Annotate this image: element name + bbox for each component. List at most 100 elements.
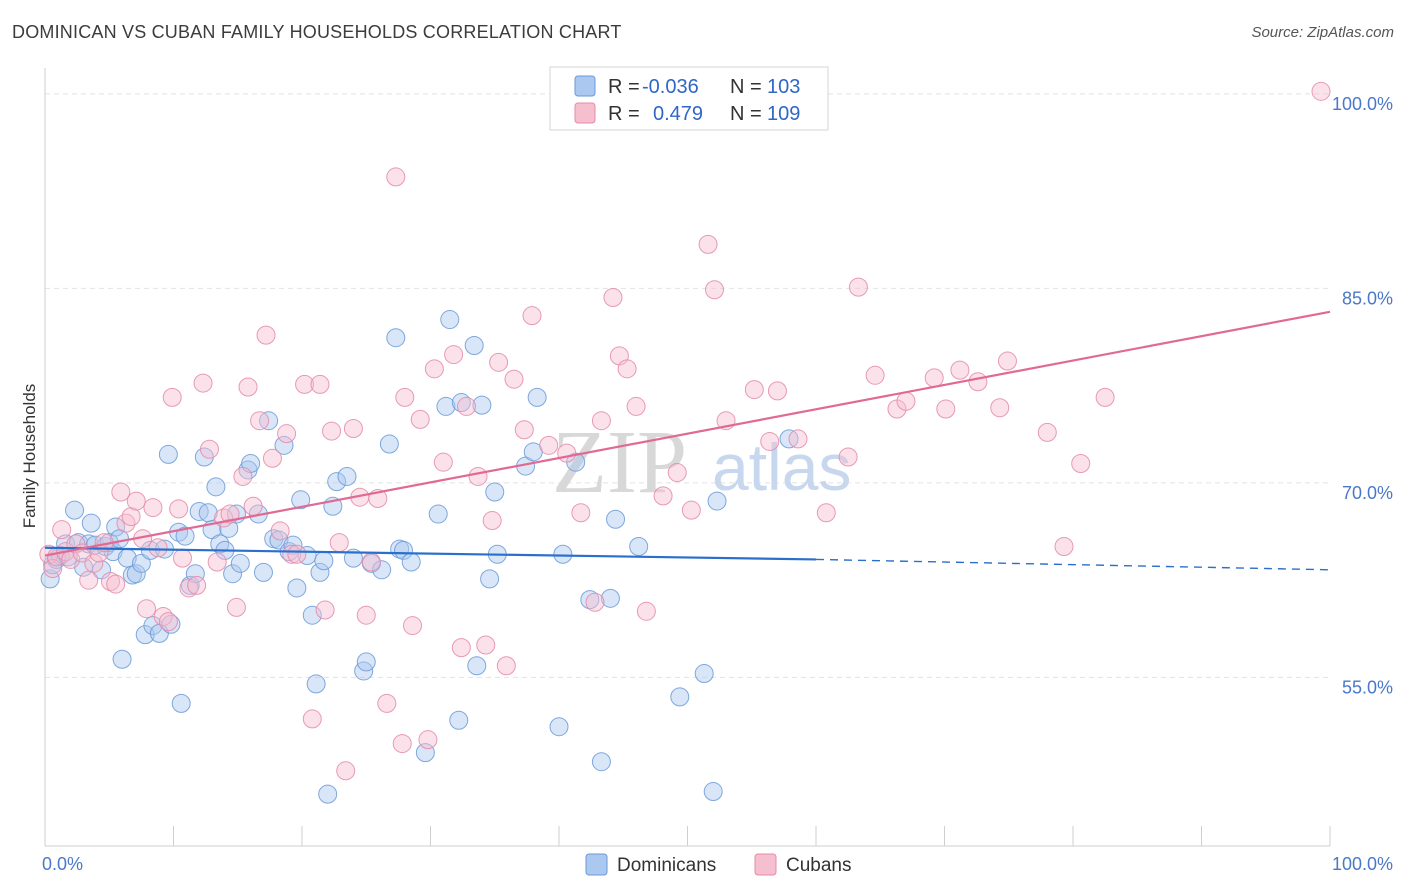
cubans-point-31 [207, 552, 227, 572]
dominicans-point-98 [606, 509, 626, 529]
cubans-point-78 [557, 443, 577, 463]
dominicans-point-66 [337, 466, 357, 486]
dominicans-point-65 [327, 472, 347, 492]
cubans-point-59 [392, 734, 412, 754]
dominicans-point-99 [629, 536, 649, 556]
dominicans-point-96 [591, 752, 611, 772]
cubans-point-34 [226, 597, 246, 617]
cubans-point-43 [282, 544, 302, 564]
cubans-point-80 [585, 592, 605, 612]
cubans-point-21 [148, 538, 168, 558]
legend: R = -0.036 N = 103 R = 0.479 N = 109 [549, 66, 829, 131]
dominicans-point-92 [549, 717, 569, 737]
cubans-point-35 [233, 466, 253, 486]
cubans-trend-line [44, 310, 1331, 557]
cubans-point-19 [137, 599, 157, 619]
cubans-point-45 [295, 374, 315, 394]
cubans-point-106 [968, 372, 988, 392]
cubans-point-25 [169, 499, 189, 519]
cubans-point-88 [667, 463, 687, 483]
legend-swatch-cubans [574, 102, 596, 124]
dominicans-point-57 [291, 490, 311, 510]
cubans-point-3 [52, 520, 72, 540]
cubans-point-91 [704, 280, 724, 300]
cubans-point-49 [322, 421, 342, 441]
dominicans-point-78 [428, 504, 448, 524]
cubans-point-104 [936, 399, 956, 419]
axes [44, 68, 1330, 847]
dominicans-point-91 [527, 387, 547, 407]
cubans-point-55 [361, 552, 381, 572]
dominicans-point-49 [253, 562, 273, 582]
dominicans-point-76 [401, 552, 421, 572]
legend-n-value-2: 109 [767, 103, 800, 125]
x-ticks [44, 826, 1331, 846]
cubans-point-85 [626, 396, 646, 416]
cubans-point-107 [990, 398, 1010, 418]
cubans-point-73 [496, 656, 516, 676]
cubans-point-84 [617, 359, 637, 379]
cubans-point-50 [329, 533, 349, 553]
legend-r-label-1: R = [608, 76, 640, 98]
watermark-zip: ZIP [552, 413, 687, 512]
cubans-point-90 [698, 234, 718, 254]
y-tick-label-3: 100.0% [1332, 94, 1393, 114]
cubans-point-30 [199, 439, 219, 459]
cubans-point-9 [84, 553, 104, 573]
cubans-point-24 [162, 387, 182, 407]
dominicans-point-86 [480, 569, 500, 589]
y-tick-label-0: 55.0% [1342, 677, 1393, 697]
cubans-point-48 [315, 600, 335, 620]
cubans-point-70 [476, 635, 496, 655]
dominicans-point-40 [210, 534, 230, 554]
cubans-point-89 [681, 500, 701, 520]
cubans-point-8 [79, 570, 99, 590]
dominicans-point-45 [230, 553, 250, 573]
cubans-point-110 [1054, 536, 1074, 556]
dominicans-point-43 [223, 564, 243, 584]
cubans-point-64 [424, 359, 444, 379]
dominicans-point-29 [161, 614, 181, 634]
dominicans-point-53 [274, 435, 294, 455]
cubans-point-87 [653, 486, 673, 506]
cubans-point-26 [172, 548, 192, 568]
cubans-point-41 [270, 521, 290, 541]
dominicans-point-32 [175, 526, 195, 546]
watermark: ZIP atlas [552, 413, 851, 512]
dominicans-point-56 [287, 578, 307, 598]
cubans-point-72 [489, 352, 509, 372]
cubans-point-60 [395, 387, 415, 407]
cubans-point-94 [760, 431, 780, 451]
dominicans-point-6 [65, 500, 85, 520]
dominicans-point-18 [112, 649, 132, 669]
dominicans-point-22 [131, 553, 151, 573]
dominicans-point-100 [670, 687, 690, 707]
cubans-point-40 [262, 448, 282, 468]
cubans-point-105 [950, 360, 970, 380]
cubans-point-112 [1095, 387, 1115, 407]
bottom-legend-swatch-dominicans [585, 853, 608, 876]
cubans-point-52 [343, 418, 363, 438]
dominicans-point-75 [394, 540, 414, 560]
cubans-point-65 [433, 452, 453, 472]
dominicans-point-60 [306, 674, 326, 694]
cubans-point-71 [482, 511, 502, 531]
cubans-point-36 [238, 377, 258, 397]
dominicans-point-28 [158, 444, 178, 464]
dominicans-point-39 [206, 477, 226, 497]
cubans-point-103 [924, 368, 944, 388]
dominicans-point-59 [302, 605, 322, 625]
dominicans-point-72 [379, 434, 399, 454]
cubans-point-108 [997, 351, 1017, 371]
cubans-point-17 [126, 491, 146, 511]
legend-n-value-1: 103 [767, 76, 800, 98]
y-tick-labels: 55.0% 70.0% 85.0% 100.0% [1332, 94, 1393, 698]
dominicans-trend-line [44, 546, 817, 561]
bottom-legend-swatch-cubans [754, 853, 777, 876]
cubans-point-13 [106, 574, 126, 594]
dominicans-point-80 [440, 310, 460, 330]
cubans-point-1 [43, 559, 63, 579]
cubans-point-27 [179, 578, 199, 598]
gridlines [45, 93, 1330, 678]
